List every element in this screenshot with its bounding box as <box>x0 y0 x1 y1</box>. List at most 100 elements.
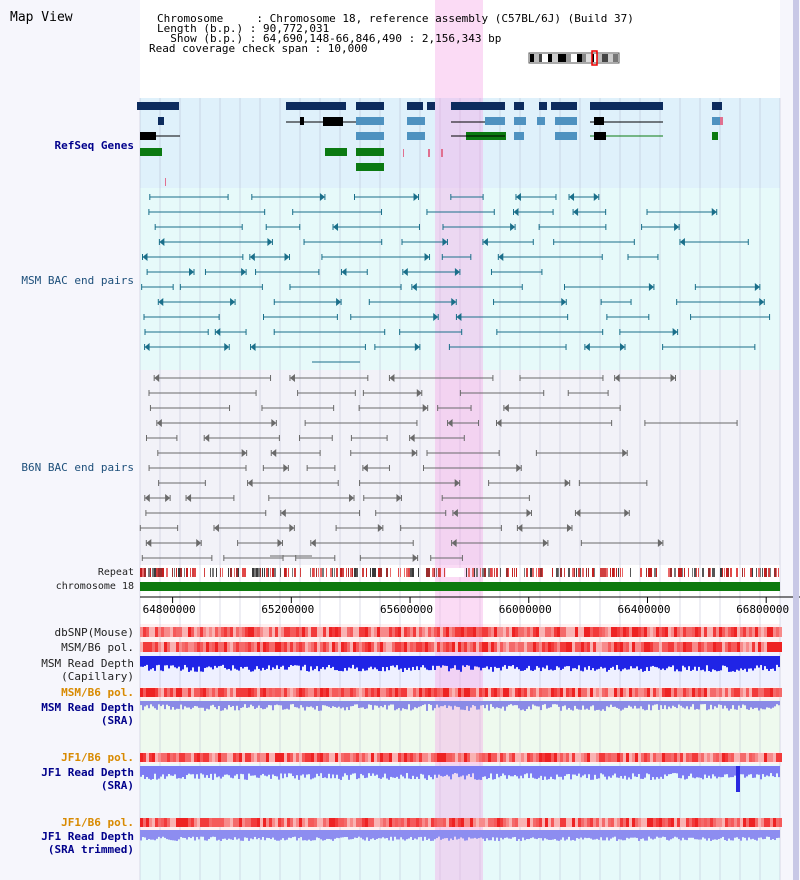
track-label-jf1-read-depth-trim[interactable]: JF1 Read Depth <box>41 830 134 843</box>
msm-capillary-depth <box>700 656 702 671</box>
msm-capillary-depth <box>374 656 376 668</box>
msm-pol-heat <box>344 642 347 652</box>
b6n-bac-pair <box>186 494 192 502</box>
dbsnp-heat <box>239 627 242 637</box>
jf1-sra-depth <box>692 766 694 778</box>
msm-capillary-depth <box>670 656 672 668</box>
msm-pol2-heat <box>521 688 524 697</box>
jf1-trim-depth <box>664 830 666 838</box>
jf1-trim-depth <box>730 830 732 841</box>
jf1-trim-depth <box>248 830 250 841</box>
jf1-trim-depth <box>644 830 646 841</box>
msm-sra-depth <box>654 701 656 705</box>
jf1-trim-depth <box>204 830 206 841</box>
msm-capillary-depth <box>750 656 752 669</box>
msm-pol2-heat <box>539 688 542 697</box>
msm-capillary-depth <box>578 656 580 666</box>
jf1-trim-depth <box>450 830 452 839</box>
repeat-element <box>482 568 484 577</box>
msm-sra-depth <box>714 701 716 707</box>
refseq-gene <box>427 102 435 110</box>
repeat-element <box>262 568 263 577</box>
msm-sra-depth <box>736 701 738 710</box>
track-label-jf1-read-depth[interactable]: JF1 Read Depth <box>41 766 134 779</box>
jf1-trim-depth <box>618 830 620 840</box>
jf1-trim-depth <box>738 830 740 839</box>
jf1-pol2-heat <box>629 818 632 827</box>
jf1-trim-depth <box>500 830 502 838</box>
jf1-trim-depth <box>446 830 448 839</box>
msm-capillary-depth <box>288 656 290 668</box>
msm-pol-heat <box>485 642 488 652</box>
msm-capillary-depth <box>380 656 382 672</box>
dbsnp-heat <box>140 627 143 637</box>
msm-pol-heat <box>215 642 218 652</box>
dbsnp-heat <box>737 627 740 637</box>
jf1-sra-depth <box>588 766 590 775</box>
track-label-jf1-sra[interactable]: (SRA) <box>100 779 134 792</box>
msm-sra-depth <box>348 701 350 711</box>
track-label-msm-bac[interactable]: MSM BAC end pairs <box>21 274 134 287</box>
msm-capillary-depth <box>226 656 228 670</box>
msm-sra-depth <box>650 701 652 711</box>
repeat-element <box>680 568 682 577</box>
jf1-sra-depth <box>556 766 558 775</box>
msm-pol-heat <box>413 642 416 652</box>
track-label-jf1-sra-trimmed[interactable]: (SRA trimmed) <box>47 843 134 856</box>
dbsnp-heat <box>533 627 536 637</box>
repeat-element <box>348 568 349 577</box>
jf1-sra-depth <box>430 766 432 778</box>
dbsnp-heat <box>548 627 551 637</box>
msm-sra-depth <box>190 701 192 710</box>
msm-capillary-depth <box>426 656 428 670</box>
jf1-trim-depth <box>630 830 632 838</box>
track-label-msm-sra[interactable]: (SRA) <box>100 714 134 727</box>
msm-sra-depth <box>722 701 724 709</box>
msm-pol-heat <box>443 642 446 652</box>
msm-bac-pair <box>224 343 230 351</box>
msm-capillary-depth <box>340 656 342 671</box>
jf1-sra-depth <box>304 766 306 778</box>
track-label-b6n-bac[interactable]: B6N BAC end pairs <box>21 461 134 474</box>
jf1-trim-depth <box>758 830 760 838</box>
dbsnp-heat <box>437 627 440 637</box>
msm-pol-heat <box>263 642 266 652</box>
jf1-sra-depth <box>224 766 226 775</box>
msm-pol-heat <box>347 642 350 652</box>
jf1-sra-depth <box>246 766 248 780</box>
jf1-sra-depth <box>714 766 716 777</box>
jf1-pol2-heat <box>614 818 617 827</box>
jf1-sra-depth <box>238 766 240 780</box>
msm-sra-depth <box>640 701 642 707</box>
track-label-refseq[interactable]: RefSeq Genes <box>54 139 134 152</box>
repeat-element <box>484 568 486 577</box>
dbsnp-heat <box>710 627 713 637</box>
msm-pol-heat <box>203 642 206 652</box>
jf1-pol-heat <box>731 753 734 762</box>
jf1-pol2-heat <box>335 818 338 827</box>
jf1-trim-depth <box>478 830 480 839</box>
msm-sra-depth <box>742 701 744 705</box>
jf1-sra-depth <box>602 766 604 775</box>
track-label-msm-read-depth-cap: MSM Read Depth <box>41 657 134 670</box>
msm-pol-heat <box>683 642 686 652</box>
refseq-gene <box>356 132 384 140</box>
msm-sra-depth <box>512 701 514 706</box>
track-label-jf1-b6-pol-2: JF1/B6 pol. <box>61 816 134 829</box>
jf1-pol2-heat <box>341 818 344 827</box>
msm-capillary-depth <box>162 656 164 672</box>
dbsnp-heat <box>491 627 494 637</box>
jf1-sra-depth <box>390 766 392 777</box>
dbsnp-heat <box>467 627 470 637</box>
msm-capillary-depth <box>446 656 448 666</box>
jf1-pol2-heat <box>527 818 530 827</box>
msm-pol-heat <box>329 642 332 652</box>
jf1-sra-depth <box>230 766 232 778</box>
track-label-msm-read-depth-sra[interactable]: MSM Read Depth <box>41 701 134 714</box>
window-edge <box>793 0 799 880</box>
jf1-trim-depth <box>408 830 410 839</box>
dbsnp-heat <box>311 627 314 637</box>
msm-pol2-heat <box>212 688 215 697</box>
msm-capillary-depth <box>560 656 562 671</box>
